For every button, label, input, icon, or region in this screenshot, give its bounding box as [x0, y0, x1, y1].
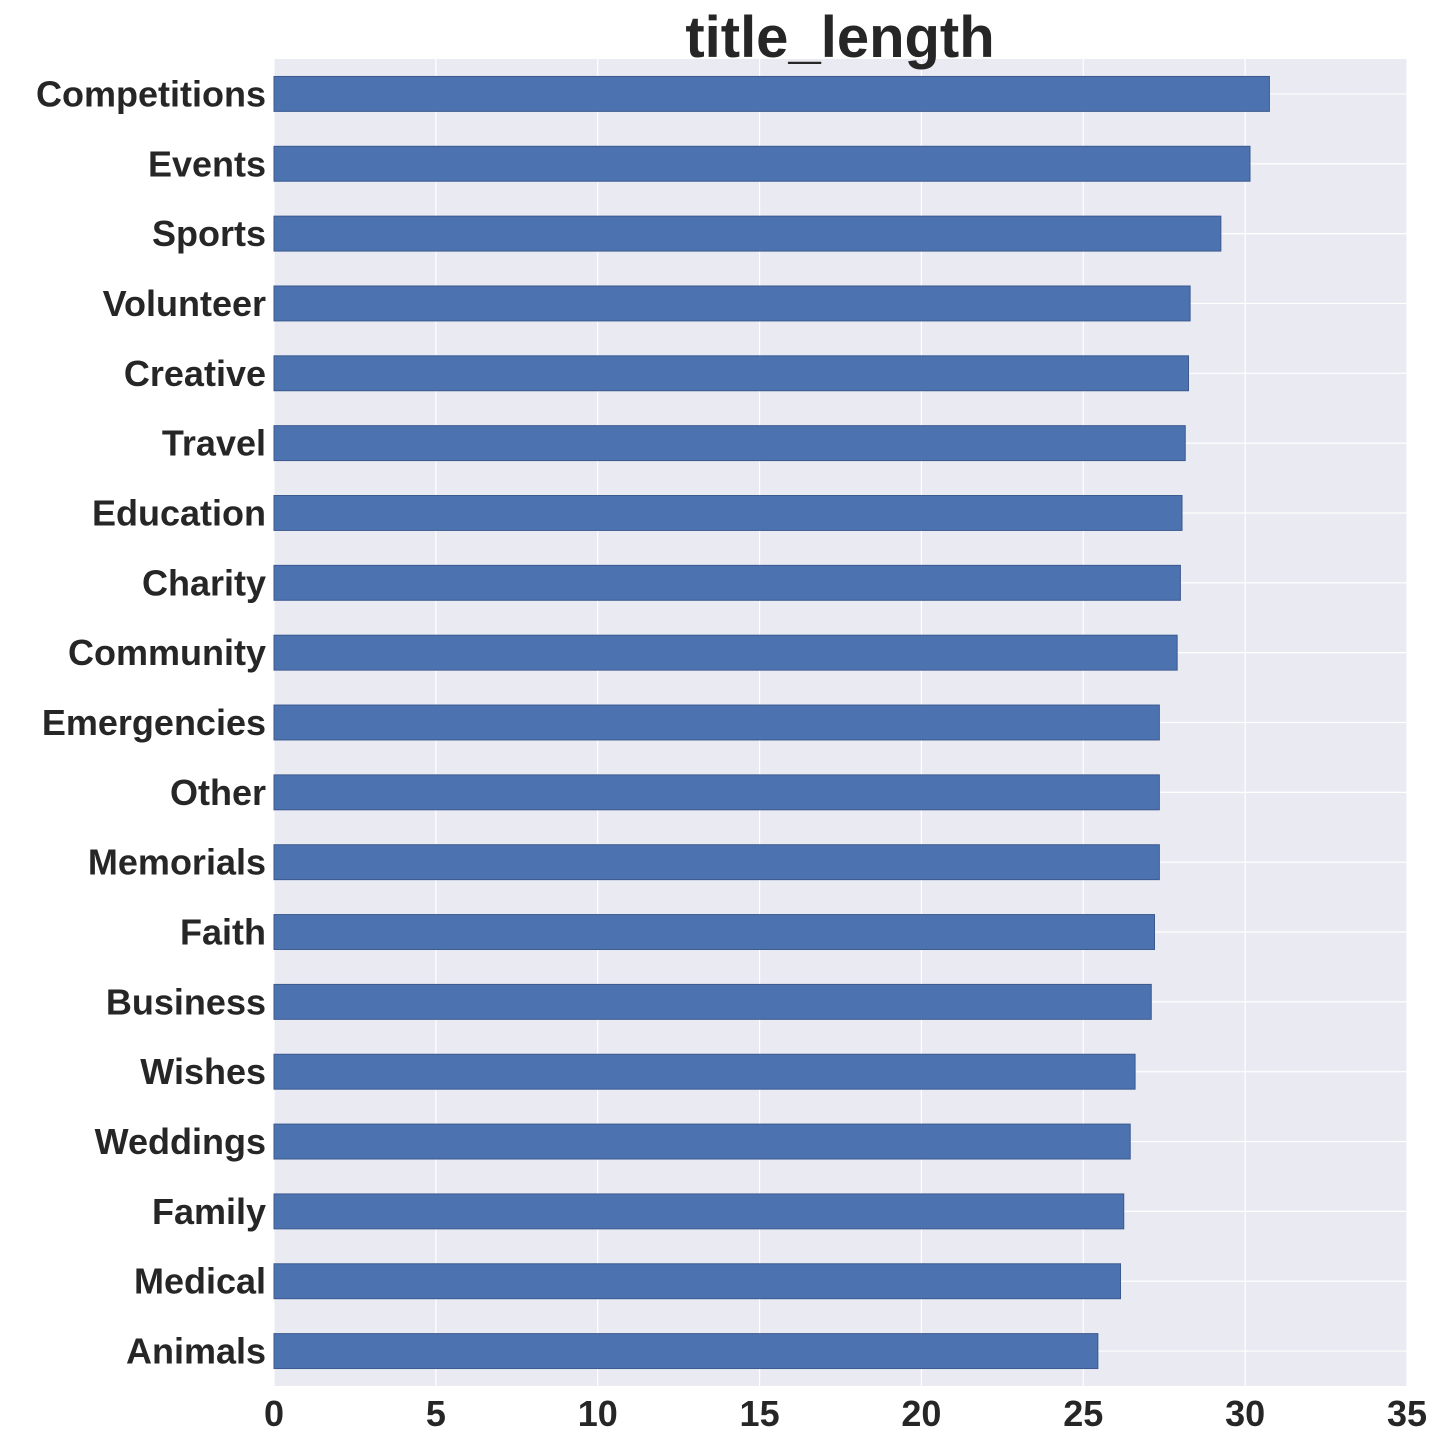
category-label-competitions: Competitions [36, 73, 266, 114]
bar-volunteer [273, 285, 1191, 322]
x-tick-label: 35 [1387, 1393, 1427, 1434]
category-label-charity: Charity [142, 562, 266, 603]
x-tick-label: 25 [1063, 1393, 1103, 1434]
bar-wishes [273, 1053, 1136, 1090]
bar-faith [273, 914, 1156, 950]
x-tick-label: 10 [578, 1393, 618, 1434]
x-tick-label: 30 [1225, 1393, 1265, 1434]
bar-family [273, 1193, 1125, 1230]
x-tick-label: 15 [740, 1393, 780, 1434]
bar-emergencies [273, 704, 1160, 741]
category-label-memorials: Memorials [88, 842, 266, 883]
category-label-education: Education [92, 492, 266, 533]
bar-memorials [273, 844, 1160, 881]
category-label-creative: Creative [124, 353, 266, 394]
x-tick-label: 20 [901, 1393, 941, 1434]
bar-business [273, 983, 1152, 1020]
category-label-volunteer: Volunteer [103, 283, 266, 324]
category-label-events: Events [148, 143, 266, 184]
category-label-community: Community [68, 632, 266, 673]
category-labels: Competitions Events Sports Volunteer Creativ… [36, 73, 266, 1371]
category-label-medical: Medical [134, 1261, 266, 1302]
category-label-faith: Faith [180, 912, 266, 953]
category-label-business: Business [106, 981, 266, 1022]
bar-medical [273, 1263, 1122, 1300]
bar-charity [273, 564, 1181, 601]
x-tick-label: 0 [264, 1393, 284, 1434]
category-label-other: Other [170, 772, 266, 813]
bar-travel [273, 425, 1186, 462]
category-label-weddings: Weddings [95, 1121, 266, 1162]
category-label-emergencies: Emergencies [42, 702, 266, 743]
bar-community [273, 634, 1178, 671]
category-label-family: Family [152, 1191, 266, 1232]
bar-events [273, 145, 1251, 182]
bar-animals [273, 1333, 1099, 1370]
x-tick-labels: 0 5 10 15 20 25 30 35 [264, 1393, 1427, 1434]
bars [273, 75, 1270, 1370]
bar-other [273, 774, 1160, 811]
bar-competitions [273, 75, 1270, 112]
bar-weddings [273, 1123, 1131, 1160]
x-tick-label: 5 [426, 1393, 446, 1434]
category-label-wishes: Wishes [140, 1051, 266, 1092]
chart-title: title_length [685, 5, 994, 70]
category-label-travel: Travel [162, 423, 266, 464]
bar-sports [273, 215, 1222, 252]
category-label-sports: Sports [152, 213, 266, 254]
bar-education [273, 495, 1183, 531]
category-label-animals: Animals [126, 1331, 266, 1372]
bar-creative [273, 355, 1189, 392]
